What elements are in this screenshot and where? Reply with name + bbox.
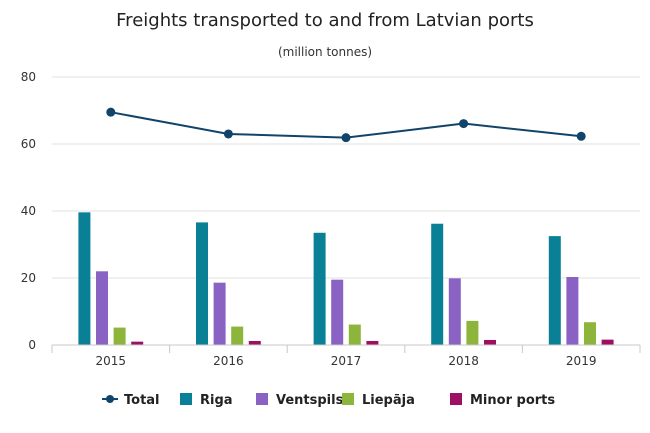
legend-swatch	[180, 393, 192, 405]
total-point-2017[interactable]	[341, 133, 351, 143]
total-point-2015[interactable]	[106, 107, 116, 117]
y-tick-label: 40	[21, 204, 36, 218]
bars	[78, 212, 614, 345]
bar-minor-ports-2017[interactable]	[366, 340, 379, 345]
bar-riga-2015[interactable]	[78, 212, 91, 345]
bar-ventspils-2015[interactable]	[96, 271, 108, 345]
x-tick-label: 2018	[448, 354, 479, 368]
bar-riga-2017[interactable]	[313, 232, 326, 345]
legend-swatch	[256, 393, 268, 405]
total-point-2019[interactable]	[576, 131, 586, 141]
bar-riga-2016[interactable]	[196, 222, 208, 345]
bar-minor-ports-2015[interactable]	[131, 341, 144, 345]
bar-liepaja-2018[interactable]	[466, 320, 479, 345]
bar-riga-2019[interactable]	[548, 236, 561, 345]
legend-item-total[interactable]: Total	[102, 393, 160, 408]
x-axis: 2015 2016 2017 2018 2019	[51, 344, 641, 368]
legend[interactable]: Total Riga Ventspils Liepāja Minor ports	[102, 393, 555, 408]
legend-item-riga[interactable]: Riga	[180, 393, 233, 408]
bar-riga-2018[interactable]	[431, 223, 444, 345]
bar-liepaja-2016[interactable]	[231, 326, 244, 345]
bar-ventspils-2017[interactable]	[331, 279, 344, 345]
bar-liepaja-2017[interactable]	[348, 324, 361, 345]
bar-ventspils-2016[interactable]	[213, 282, 226, 345]
legend-swatch	[450, 393, 462, 405]
legend-label: Liepāja	[362, 393, 415, 408]
x-tick-label: 2016	[213, 354, 244, 368]
chart-subtitle: (million tonnes)	[278, 45, 372, 59]
total-point-2018[interactable]	[459, 119, 469, 129]
bar-minor-ports-2016[interactable]	[248, 340, 261, 345]
bar-liepaja-2015[interactable]	[113, 327, 126, 345]
y-axis: 0 20 40 60 80	[21, 70, 36, 352]
legend-item-ventspils[interactable]: Ventspils	[256, 393, 344, 408]
x-tick-label: 2015	[96, 354, 127, 368]
legend-label: Riga	[200, 393, 233, 408]
legend-label: Minor ports	[470, 393, 555, 408]
gridlines	[52, 76, 640, 279]
legend-label: Ventspils	[276, 393, 344, 408]
bar-ventspils-2018[interactable]	[448, 278, 461, 345]
legend-label: Total	[124, 393, 160, 408]
bar-minor-ports-2018[interactable]	[484, 339, 496, 345]
legend-point-marker	[106, 395, 114, 403]
bar-minor-ports-2019[interactable]	[601, 339, 614, 345]
chart-title: Freights transported to and from Latvian…	[116, 10, 534, 31]
legend-swatch	[342, 393, 354, 405]
legend-item-liepaja[interactable]: Liepāja	[342, 393, 415, 408]
legend-item-minor-ports[interactable]: Minor ports	[450, 393, 555, 408]
x-tick-label: 2017	[331, 354, 362, 368]
y-tick-label: 20	[21, 271, 36, 285]
y-tick-label: 0	[28, 338, 36, 352]
total-point-2016[interactable]	[223, 129, 233, 139]
y-tick-label: 60	[21, 137, 36, 151]
y-tick-label: 80	[21, 70, 36, 84]
total-line	[106, 107, 586, 143]
bar-liepaja-2019[interactable]	[584, 322, 596, 345]
x-tick-label: 2019	[566, 354, 597, 368]
bar-ventspils-2019[interactable]	[566, 276, 579, 345]
